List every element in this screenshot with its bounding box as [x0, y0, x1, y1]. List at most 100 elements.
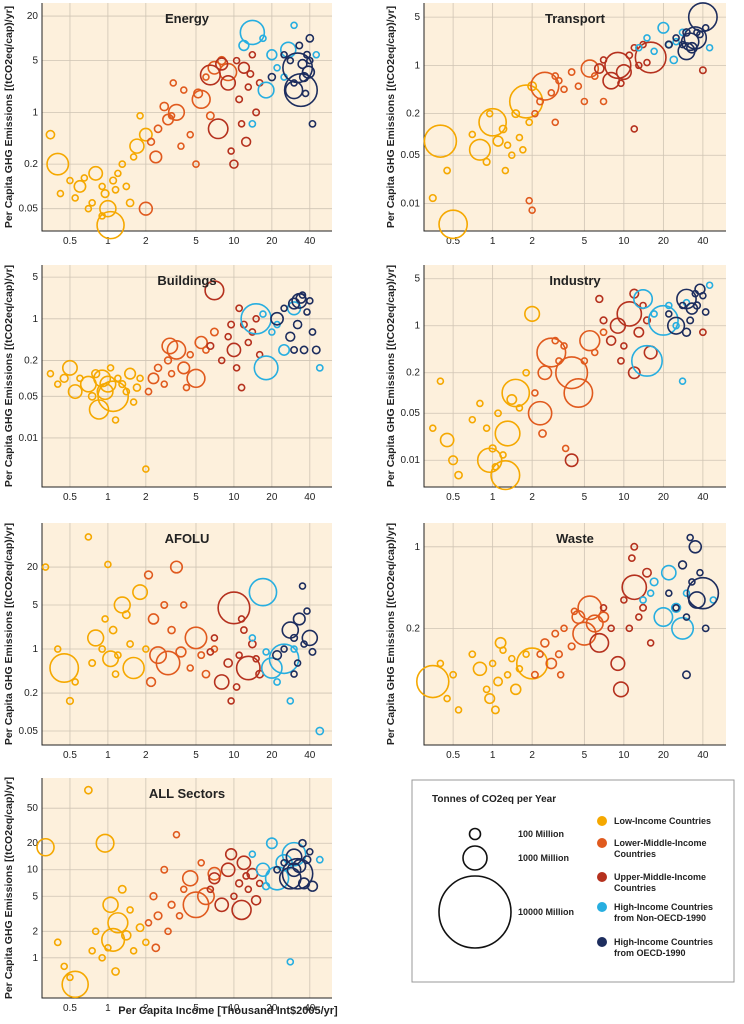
- size-key-circle: [468, 827, 482, 841]
- data-point: [126, 906, 134, 914]
- data-point: [599, 97, 608, 106]
- data-point: [248, 850, 257, 859]
- data-point: [595, 294, 604, 304]
- data-point: [65, 696, 75, 706]
- data-point: [627, 554, 636, 563]
- y-axis-label: Per Capita GHG Emissions [(tCO2eq/cap)/y…: [3, 523, 15, 745]
- data-point: [688, 578, 696, 586]
- data-point: [494, 636, 507, 649]
- data-point: [301, 65, 316, 79]
- data-point: [561, 444, 570, 453]
- data-point: [519, 145, 527, 154]
- panel-title: Waste: [556, 531, 594, 546]
- data-point: [161, 337, 179, 355]
- x-tick-label: 40: [304, 750, 316, 761]
- data-point: [88, 659, 97, 668]
- data-point: [167, 103, 186, 121]
- y-tick-label: 0.2: [24, 159, 38, 170]
- x-tick-label: 0.5: [63, 236, 77, 247]
- data-point: [237, 61, 251, 74]
- data-point: [647, 304, 679, 336]
- x-tick-label: 1: [105, 492, 111, 503]
- data-point: [468, 415, 477, 424]
- data-point: [610, 655, 626, 672]
- data-point: [177, 142, 185, 150]
- data-point: [633, 326, 645, 338]
- plot-area: [42, 3, 332, 231]
- data-point: [237, 120, 246, 128]
- data-point: [273, 865, 281, 874]
- size-key-label: 100 Million: [518, 829, 564, 839]
- data-point: [227, 697, 235, 705]
- data-point: [315, 855, 324, 864]
- data-point: [290, 645, 298, 653]
- data-point: [239, 19, 266, 46]
- data-point: [297, 877, 311, 890]
- data-point: [71, 678, 79, 686]
- data-point: [196, 887, 215, 906]
- data-point: [97, 380, 130, 413]
- data-point: [267, 72, 277, 82]
- x-tick-label: 2: [529, 750, 535, 761]
- data-point: [286, 697, 295, 705]
- data-point: [270, 311, 284, 326]
- data-point: [111, 185, 120, 194]
- x-tick-label: 5: [582, 750, 588, 761]
- y-tick-label: 0.01: [401, 455, 421, 466]
- data-point: [669, 55, 679, 65]
- data-point: [672, 37, 680, 46]
- data-point: [102, 896, 119, 914]
- x-tick-label: 40: [304, 1003, 316, 1014]
- data-point: [66, 973, 74, 982]
- data-point: [682, 589, 691, 598]
- data-point: [306, 880, 319, 892]
- x-tick-label: 5: [582, 236, 588, 247]
- x-tick-label: 0.5: [63, 492, 77, 503]
- x-tick-label: 40: [697, 750, 709, 761]
- data-point: [605, 335, 617, 346]
- data-point: [153, 124, 163, 134]
- y-tick-label: 5: [414, 274, 420, 285]
- data-point: [143, 570, 154, 580]
- data-point: [472, 661, 488, 677]
- data-point: [625, 51, 634, 60]
- data-point: [252, 314, 260, 323]
- data-point: [98, 645, 107, 653]
- data-point: [551, 336, 560, 345]
- data-point: [66, 176, 74, 185]
- data-point: [641, 567, 652, 578]
- data-point: [698, 66, 707, 75]
- data-point: [564, 453, 579, 468]
- x-tick-label: 20: [658, 236, 670, 247]
- data-point: [53, 645, 62, 653]
- data-point: [290, 670, 298, 678]
- data-point: [478, 107, 508, 137]
- data-point: [167, 900, 176, 909]
- data-point: [46, 152, 70, 176]
- data-point: [617, 79, 625, 88]
- data-point: [295, 292, 307, 304]
- data-point: [536, 97, 545, 106]
- data-point: [61, 970, 89, 999]
- data-point: [223, 658, 234, 668]
- data-point: [620, 596, 628, 604]
- data-point: [160, 600, 169, 609]
- group-label: High-Income Countries from Non-OECD-1990: [614, 902, 713, 923]
- data-point: [560, 624, 568, 633]
- data-point: [111, 967, 120, 976]
- data-point: [109, 176, 118, 185]
- data-point: [237, 383, 246, 392]
- data-point: [215, 57, 229, 71]
- data-point: [292, 319, 303, 330]
- data-point: [217, 356, 226, 365]
- data-point: [503, 670, 512, 679]
- data-point: [482, 157, 491, 167]
- data-point: [111, 670, 120, 679]
- data-point: [292, 612, 306, 626]
- data-point: [556, 670, 565, 679]
- data-point: [616, 300, 643, 327]
- data-point: [681, 327, 692, 337]
- data-point: [138, 127, 153, 142]
- size-key-circle: [462, 845, 488, 871]
- data-point: [160, 380, 169, 388]
